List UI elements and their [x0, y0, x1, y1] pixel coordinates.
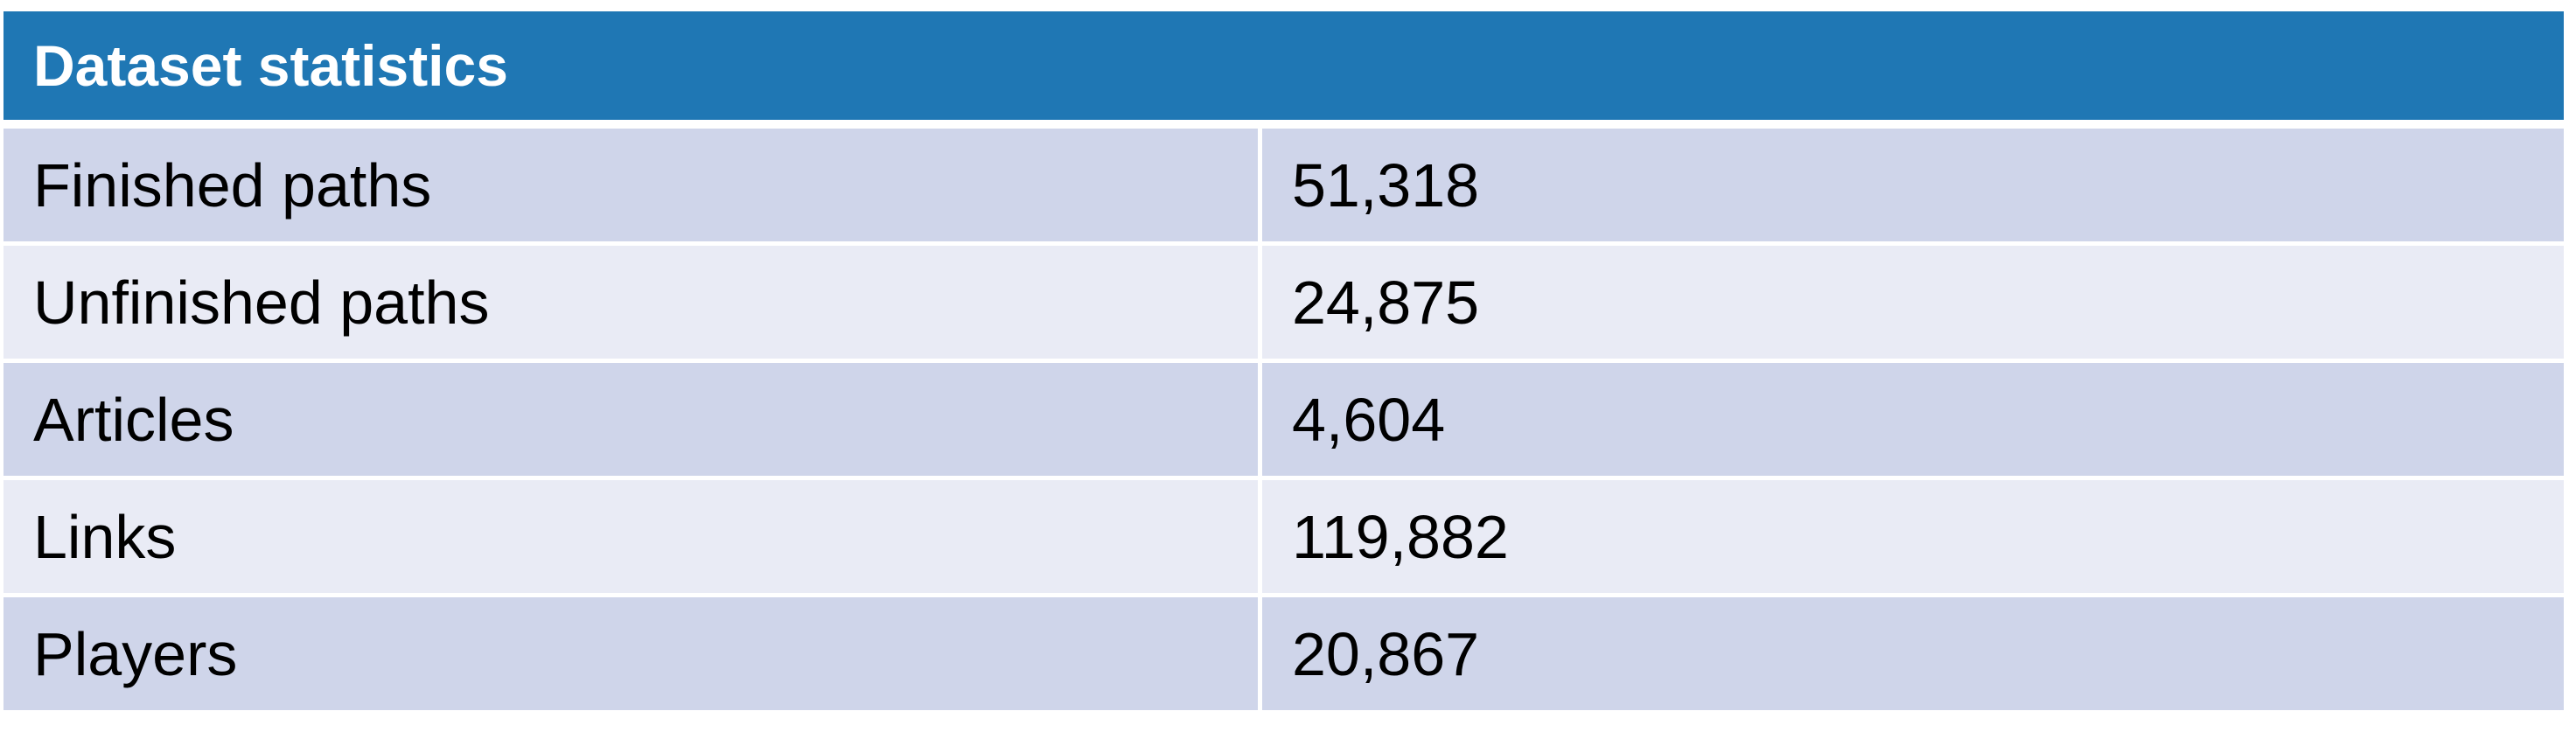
table-row: Articles 4,604	[3, 363, 2564, 480]
table-title: Dataset statistics	[3, 11, 2564, 129]
table-row: Finished paths 51,318	[3, 129, 2564, 246]
dataset-statistics-table: Dataset statistics Finished paths 51,318…	[3, 11, 2564, 710]
row-value-links: 119,882	[1262, 480, 2564, 597]
row-label-players: Players	[3, 597, 1262, 710]
table-header-row: Dataset statistics	[3, 11, 2564, 129]
row-value-articles: 4,604	[1262, 363, 2564, 480]
row-value-players: 20,867	[1262, 597, 2564, 710]
row-label-articles: Articles	[3, 363, 1262, 480]
table-row: Links 119,882	[3, 480, 2564, 597]
row-label-links: Links	[3, 480, 1262, 597]
table-row: Unfinished paths 24,875	[3, 246, 2564, 363]
table-row: Players 20,867	[3, 597, 2564, 710]
row-value-unfinished-paths: 24,875	[1262, 246, 2564, 363]
row-label-unfinished-paths: Unfinished paths	[3, 246, 1262, 363]
row-value-finished-paths: 51,318	[1262, 129, 2564, 246]
row-label-finished-paths: Finished paths	[3, 129, 1262, 246]
